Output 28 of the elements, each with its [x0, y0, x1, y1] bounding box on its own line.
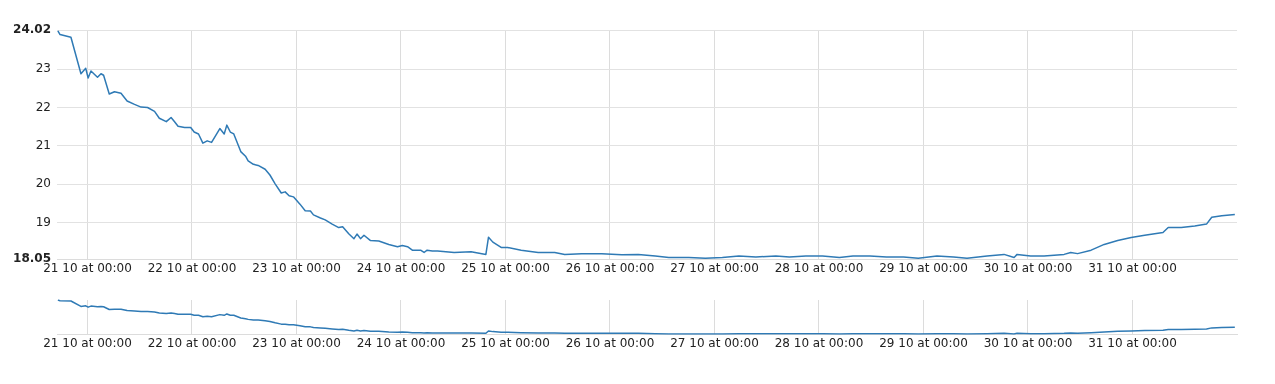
- x-tick-label: 30 10 at 00:00: [983, 261, 1073, 276]
- x-tick-label: 23 10 at 00:00: [252, 261, 341, 276]
- x-tick-label: 27 10 at 00:00: [670, 336, 759, 351]
- x-tick-label: 28 10 at 00:00: [774, 261, 864, 276]
- x-tick-label: 28 10 at 00:00: [774, 336, 864, 351]
- x-tick-label: 21 10 at 00:00: [43, 336, 132, 351]
- x-tick-label: 22 10 at 00:00: [147, 261, 237, 276]
- x-tick-label: 27 10 at 00:00: [670, 261, 759, 276]
- x-tick-label: 31 10 at 00:00: [1088, 261, 1177, 276]
- x-tick-label: 30 10 at 00:00: [983, 336, 1073, 351]
- x-tick-label: 21 10 at 00:00: [43, 261, 132, 276]
- x-tick-label: 26 10 at 00:00: [565, 336, 655, 351]
- y-tick-label: 19: [35, 214, 51, 229]
- y-tick-label: 23: [35, 61, 51, 76]
- x-tick-label: 25 10 at 00:00: [461, 261, 550, 276]
- y-tick-label: 22: [35, 99, 51, 114]
- x-tick-label: 24 10 at 00:00: [356, 336, 446, 351]
- x-tick-label: 31 10 at 00:00: [1088, 336, 1177, 351]
- x-tick-label: 26 10 at 00:00: [565, 261, 655, 276]
- x-tick-label: 29 10 at 00:00: [879, 261, 968, 276]
- y-tick-label: 20: [35, 176, 51, 191]
- x-tick-label: 24 10 at 00:00: [356, 261, 446, 276]
- y-tick-label: 21: [35, 137, 51, 152]
- x-tick-label: 22 10 at 00:00: [147, 336, 237, 351]
- y-tick-label: 24.02: [13, 22, 51, 37]
- x-tick-label: 25 10 at 00:00: [461, 336, 550, 351]
- x-tick-label: 23 10 at 00:00: [252, 336, 341, 351]
- x-tick-label: 29 10 at 00:00: [879, 336, 968, 351]
